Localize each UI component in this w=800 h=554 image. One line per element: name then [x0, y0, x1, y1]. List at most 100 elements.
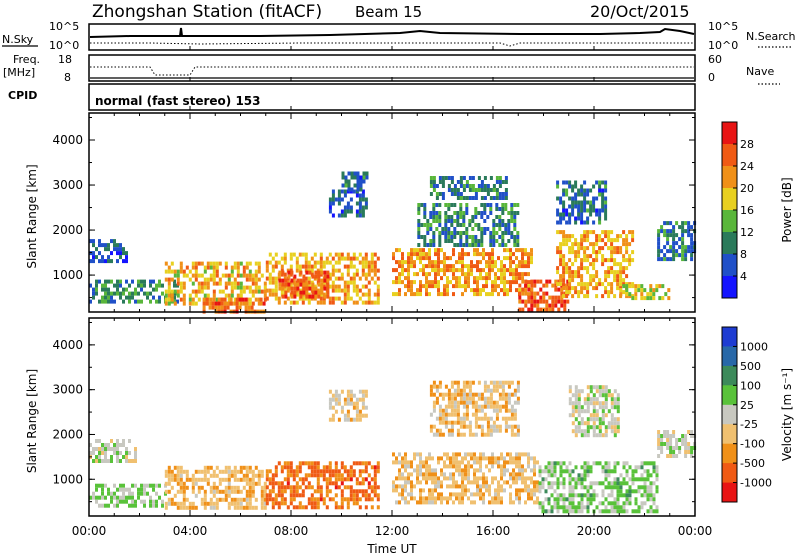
data-cell [417, 207, 421, 211]
data-cell [562, 262, 566, 267]
data-cell [450, 404, 454, 409]
data-cell [501, 207, 505, 211]
data-cell [361, 272, 365, 277]
data-cell [510, 432, 514, 437]
data-cell [449, 264, 452, 269]
data-cell [518, 460, 521, 465]
data-cell [583, 246, 587, 251]
data-cell [443, 464, 446, 469]
data-cell [501, 396, 505, 401]
data-cell [459, 184, 463, 188]
data-cell [465, 396, 469, 401]
data-cell [474, 432, 478, 437]
data-cell [571, 489, 575, 494]
data-cell [465, 227, 469, 231]
data-cell [128, 439, 131, 443]
data-cell [524, 272, 527, 277]
data-cell [562, 200, 566, 205]
data-cell [455, 464, 458, 469]
data-cell [215, 489, 219, 494]
data-cell [443, 288, 446, 293]
colorbar-tick-label: 500 [740, 360, 761, 373]
data-cell [428, 292, 431, 297]
data-cell [325, 465, 329, 470]
y-tick-label: 4000 [52, 133, 83, 147]
data-cell [104, 283, 107, 288]
data-cell [410, 248, 413, 253]
data-cell [373, 465, 377, 470]
data-cell [212, 493, 216, 498]
data-cell [678, 245, 682, 250]
data-cell [125, 459, 128, 463]
data-cell [574, 192, 578, 197]
data-cell [556, 505, 560, 510]
data-cell [274, 292, 278, 297]
data-cell [92, 491, 95, 496]
data-cell [577, 405, 581, 410]
data-cell [550, 469, 554, 474]
data-cell [95, 291, 98, 296]
data-cell [265, 288, 269, 293]
data-cell [398, 492, 401, 497]
data-cell [513, 412, 517, 417]
data-cell [395, 456, 398, 461]
data-cell [410, 260, 413, 265]
data-cell [465, 416, 469, 421]
data-cell [589, 242, 593, 247]
data-cell [577, 501, 581, 506]
data-cell [101, 259, 104, 264]
data-cell [164, 277, 168, 282]
data-cell [681, 237, 685, 242]
data-cell [304, 477, 308, 482]
data-cell [358, 209, 362, 214]
colorbar-tick-label: -25 [740, 418, 758, 431]
y-tick-label: 1000 [52, 268, 83, 282]
data-cell [122, 291, 125, 296]
data-cell [407, 288, 410, 293]
data-cell [317, 270, 321, 275]
data-cell [601, 385, 605, 390]
data-cell [444, 227, 448, 231]
data-cell [320, 290, 324, 295]
data-cell [518, 488, 521, 493]
data-cell [458, 280, 461, 285]
data-cell [307, 461, 311, 466]
data-cell [346, 288, 350, 293]
data-cell [583, 200, 587, 205]
data-cell [353, 183, 357, 188]
data-cell [319, 252, 323, 257]
data-cell [465, 424, 469, 429]
data-cell [376, 284, 380, 289]
x-tick-label: 20:00 [577, 524, 612, 538]
data-cell [462, 420, 466, 425]
data-cell [235, 305, 239, 310]
data-cell [556, 220, 560, 225]
data-cell [678, 225, 682, 230]
data-cell [356, 171, 360, 176]
data-cell [304, 276, 308, 281]
data-cell [619, 262, 623, 267]
data-cell [401, 264, 404, 269]
data-cell [501, 180, 505, 184]
data-cell [104, 295, 107, 300]
data-cell [370, 489, 374, 494]
data-cell [107, 291, 110, 296]
data-cell [179, 485, 183, 490]
data-cell [416, 500, 419, 505]
data-cell [625, 481, 629, 486]
data-cell [301, 477, 305, 482]
data-cell [263, 293, 267, 298]
data-cell [631, 234, 635, 239]
data-cell [649, 509, 653, 514]
data-cell [474, 211, 478, 215]
data-cell [471, 219, 475, 223]
data-cell [358, 481, 362, 486]
data-cell [286, 505, 290, 510]
data-cell [488, 456, 491, 461]
data-cell [355, 409, 359, 414]
data-cell [283, 497, 287, 502]
data-cell [307, 300, 311, 305]
data-cell [628, 292, 632, 297]
data-cell [589, 497, 593, 502]
data-cell [565, 188, 569, 193]
